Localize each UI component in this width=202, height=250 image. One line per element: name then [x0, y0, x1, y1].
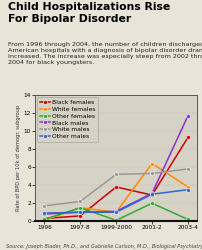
Text: Source: Joseph Blader, Ph.D., and Gabrielle Carlson, M.D., Biological Psychiatry: Source: Joseph Blader, Ph.D., and Gabrie… — [6, 244, 202, 249]
Text: From 1996 through 2004, the number of children discharged from
American hospital: From 1996 through 2004, the number of ch… — [8, 42, 202, 65]
Y-axis label: Rate of BPD per 10k of demogr. subgroup: Rate of BPD per 10k of demogr. subgroup — [16, 105, 21, 211]
Legend: Black females, White females, Other females, Black males, White males, Other mal: Black females, White females, Other fema… — [37, 97, 98, 142]
Text: Child Hospitalizations Rise
For Bipolar Disorder: Child Hospitalizations Rise For Bipolar … — [8, 2, 170, 24]
